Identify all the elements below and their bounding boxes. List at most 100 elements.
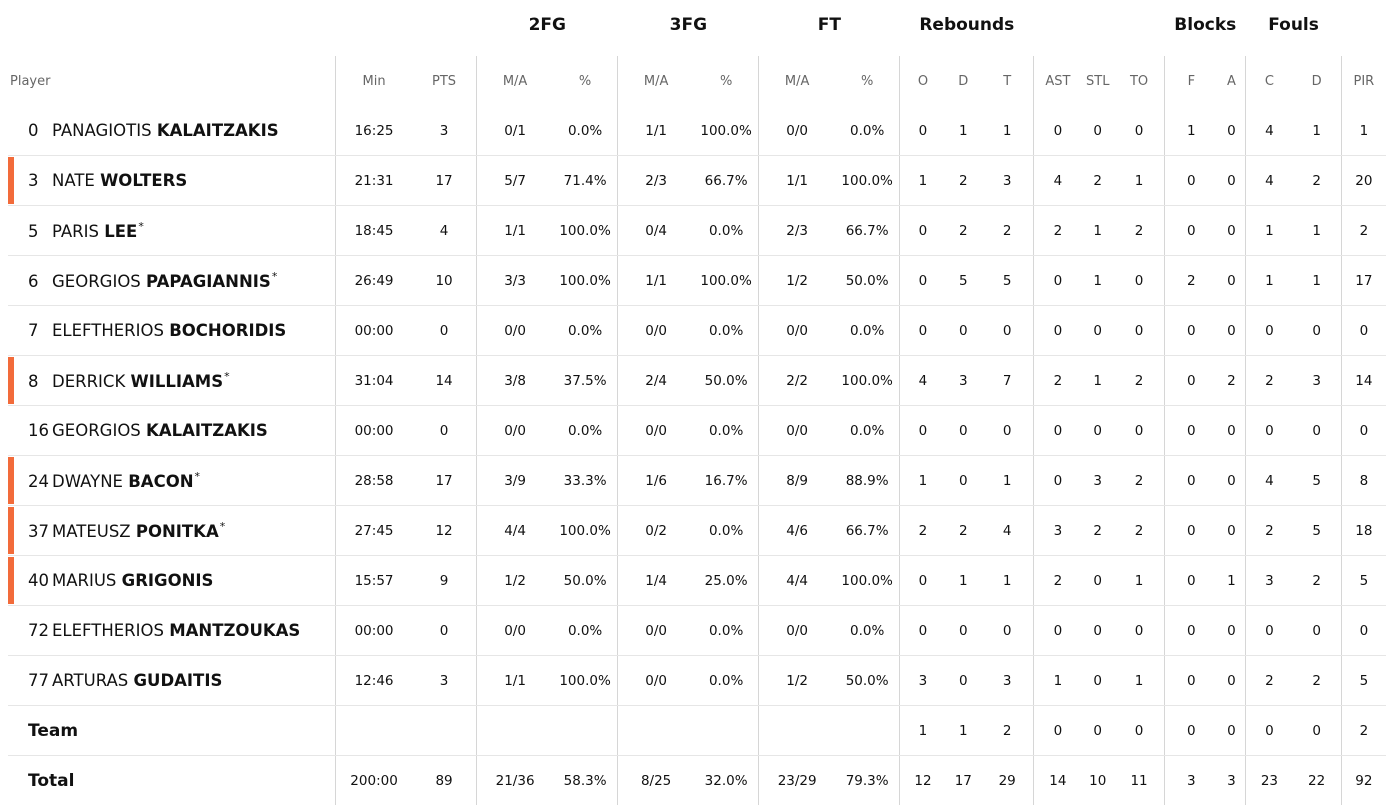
stat-fg2-pct: 71.4% [553,156,618,206]
col-header-ft-pct[interactable]: % [835,56,900,106]
player-first-name: MARIUS [52,571,116,590]
column-header-row: Player Min PTS M/A % M/A % M/A % O D T A… [8,56,1386,106]
stat-ft-ma: 1/2 [759,656,835,706]
stat-min [336,706,412,756]
stat-ft-ma: 4/4 [759,556,835,606]
stat-fg3-ma: 8/25 [618,756,694,805]
stat-blk-a: 3 [1217,756,1245,805]
player-name-link[interactable]: GEORGIOS PAPAGIANNIS* [52,272,277,291]
stat-fg2-pct: 100.0% [553,656,618,706]
stat-fg2-ma: 5/7 [477,156,553,206]
player-first-name: PARIS [52,222,99,241]
stat-ast: 1 [1034,656,1082,706]
starter-marker [8,157,14,204]
player-name-link[interactable]: PANAGIOTIS KALAITZAKIS [52,121,279,140]
stat-pir: 20 [1341,156,1386,206]
col-header-foul-c[interactable]: C [1246,56,1293,106]
col-header-3fg-ma[interactable]: M/A [618,56,694,106]
stat-foul-c: 0 [1246,406,1293,456]
stat-stl: 3 [1081,456,1113,506]
col-header-pir[interactable]: PIR [1341,56,1386,106]
col-header-to[interactable]: TO [1114,56,1165,106]
stat-reb-d: 0 [946,456,982,506]
stat-reb-o: 1 [900,706,946,756]
stat-stl: 0 [1081,606,1113,656]
col-header-reb-t[interactable]: T [981,56,1034,106]
col-header-blk-f[interactable]: F [1165,56,1218,106]
stat-fg2-ma: 1/1 [477,206,553,256]
stat-to: 2 [1114,506,1165,556]
stat-fg3-ma: 0/0 [618,306,694,356]
stat-ft-pct: 50.0% [835,256,900,306]
player-name-link[interactable]: NATE WOLTERS [52,171,187,190]
stat-reb-d: 1 [946,706,982,756]
stat-stl: 1 [1081,356,1113,406]
stat-ft-pct: 0.0% [835,306,900,356]
stat-pir: 2 [1341,706,1386,756]
player-name-link[interactable]: DERRICK WILLIAMS* [52,372,230,391]
stat-fg3-pct: 0.0% [694,656,759,706]
player-number: 8 [28,372,52,391]
stat-stl: 10 [1081,756,1113,805]
stat-to: 0 [1114,106,1165,156]
col-header-blk-a[interactable]: A [1217,56,1245,106]
player-last-name: BOCHORIDIS [169,321,286,340]
stat-blk-f: 2 [1165,256,1218,306]
player-name-link[interactable]: MATEUSZ PONITKA* [52,522,225,541]
stat-blk-a: 0 [1217,706,1245,756]
stat-blk-a: 0 [1217,306,1245,356]
player-name-link[interactable]: GEORGIOS KALAITZAKIS [52,421,268,440]
player-first-name: ELEFTHERIOS [52,621,164,640]
col-header-foul-d[interactable]: D [1293,56,1342,106]
stat-reb-o: 3 [900,656,946,706]
stat-foul-d: 1 [1293,256,1342,306]
player-name-link[interactable]: DWAYNE BACON* [52,472,200,491]
stat-stl: 0 [1081,106,1113,156]
stat-ft-ma: 23/29 [759,756,835,805]
player-name-link[interactable]: ARTURAS GUDAITIS [52,671,222,690]
stat-min: 16:25 [336,106,412,156]
player-star-mark: * [195,470,201,483]
stat-blk-f: 0 [1165,556,1218,606]
stat-pir: 0 [1341,606,1386,656]
player-name-link[interactable]: PARIS LEE* [52,222,144,241]
player-name-link[interactable]: ELEFTHERIOS BOCHORIDIS [52,321,286,340]
stat-fg3-ma: 1/6 [618,456,694,506]
stat-reb-d: 5 [946,256,982,306]
starter-marker [8,357,14,404]
stat-fg3-ma: 0/4 [618,206,694,256]
col-header-2fg-ma[interactable]: M/A [477,56,553,106]
stat-foul-c: 0 [1246,706,1293,756]
stat-fg2-ma: 0/0 [477,306,553,356]
player-number: 40 [28,571,52,590]
stat-fg3-ma: 2/4 [618,356,694,406]
group-header-empty [8,0,477,56]
col-header-stl[interactable]: STL [1081,56,1113,106]
col-header-player[interactable]: Player [8,56,336,106]
stat-foul-c: 0 [1246,606,1293,656]
player-first-name: DWAYNE [52,472,123,491]
col-header-min[interactable]: Min [336,56,412,106]
col-header-2fg-pct[interactable]: % [553,56,618,106]
col-header-3fg-pct[interactable]: % [694,56,759,106]
stat-foul-c: 23 [1246,756,1293,805]
player-name-link[interactable]: ELEFTHERIOS MANTZOUKAS [52,621,300,640]
stat-blk-f: 0 [1165,656,1218,706]
col-header-ft-ma[interactable]: M/A [759,56,835,106]
stat-foul-c: 4 [1246,106,1293,156]
col-header-reb-o[interactable]: O [900,56,946,106]
col-header-pts[interactable]: PTS [412,56,477,106]
col-header-reb-d[interactable]: D [946,56,982,106]
col-header-ast[interactable]: AST [1034,56,1082,106]
stat-fg2-pct: 0.0% [553,406,618,456]
player-name-link[interactable]: MARIUS GRIGONIS [52,571,213,590]
stat-foul-d: 2 [1293,656,1342,706]
stat-foul-d: 1 [1293,106,1342,156]
stat-ast: 0 [1034,606,1082,656]
group-header-3fg: 3FG [618,0,759,56]
stat-reb-o: 0 [900,556,946,606]
